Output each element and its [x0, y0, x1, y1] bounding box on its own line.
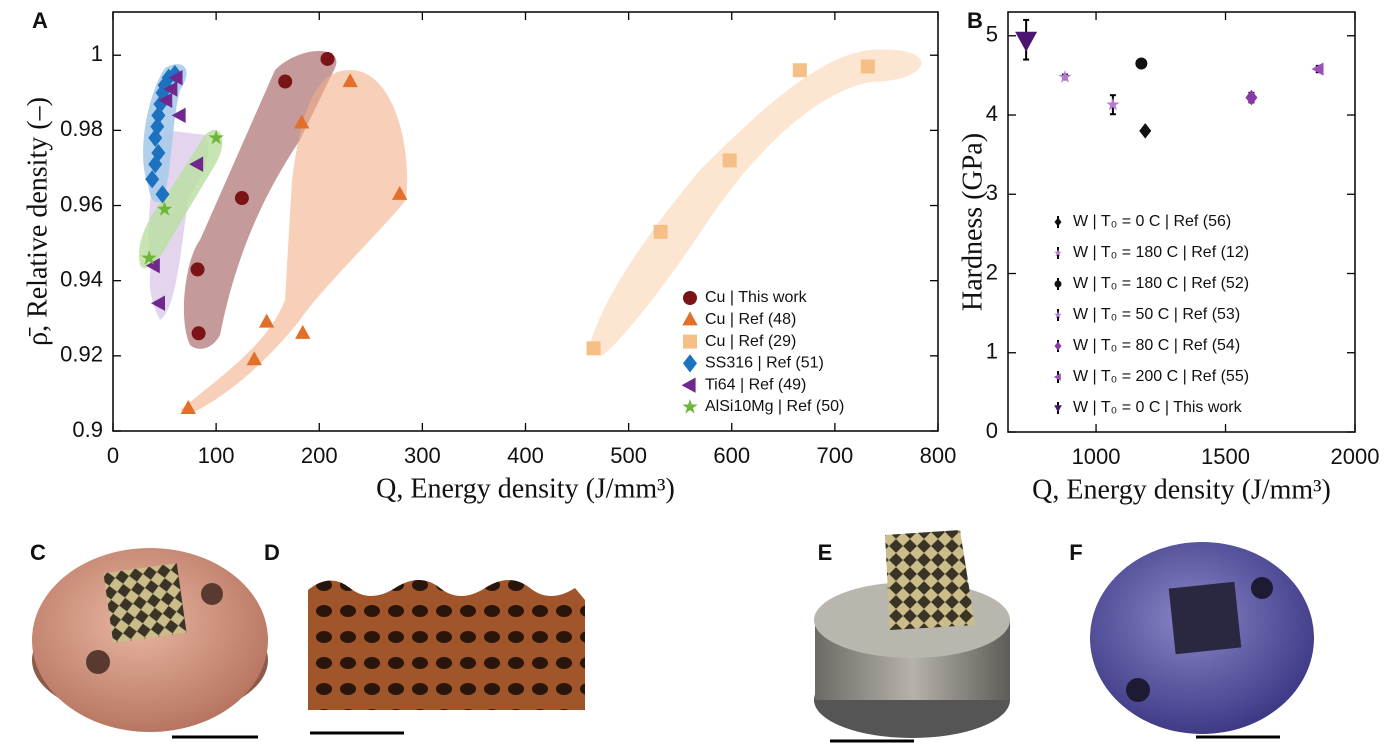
data-point	[723, 153, 737, 167]
legend-label: W | T₀ = 180 C | Ref (12)	[1073, 244, 1249, 261]
data-point	[259, 314, 274, 328]
legend-marker	[1055, 217, 1062, 226]
legend-marker	[682, 399, 697, 414]
legend-label: W | T₀ = 0 C | This work	[1073, 399, 1243, 416]
data-point	[191, 262, 205, 276]
legend-marker	[682, 378, 696, 393]
y-tick-label: 1	[986, 339, 998, 364]
legend-label: Cu | This work	[705, 289, 808, 306]
panel-label: F	[1069, 540, 1082, 565]
data-point	[654, 225, 668, 239]
panel-label: A	[32, 8, 48, 33]
photo-d	[308, 580, 585, 733]
data-point	[295, 325, 310, 339]
data-point	[278, 75, 292, 89]
legend-label: Ti64 | Ref (49)	[705, 376, 806, 393]
x-tick-label: 100	[198, 443, 235, 468]
legend-marker	[1054, 405, 1062, 412]
x-tick-label: 400	[507, 443, 544, 468]
x-tick-label: 300	[404, 443, 441, 468]
data-point	[321, 52, 335, 66]
legend-label: W | T₀ = 80 C | Ref (54)	[1073, 337, 1240, 354]
y-tick-label: 1	[91, 41, 103, 66]
figure: A 0 100 200 300 400 500 600 700 800 0.9 0.92 0.94 0.9…	[0, 0, 1390, 744]
y-axis-title: Hardness (GPa)	[957, 133, 988, 311]
photo-f	[1090, 542, 1314, 737]
data-point	[861, 59, 875, 73]
x-tick-label: 0	[107, 443, 119, 468]
legend-marker	[682, 311, 697, 325]
legend-label: AlSi10Mg | Ref (50)	[705, 398, 844, 415]
x-tick-label: 700	[817, 443, 854, 468]
legend-label: W | T₀ = 50 C | Ref (53)	[1073, 306, 1240, 323]
x-tick-label: 1500	[1201, 444, 1250, 469]
data-point	[1245, 90, 1257, 106]
data-point	[793, 63, 807, 77]
legend-label: W | T₀ = 180 C | Ref (52)	[1073, 275, 1249, 292]
data-point	[1015, 32, 1037, 52]
x-tick-label: 1000	[1072, 444, 1121, 469]
panel-label: C	[30, 540, 46, 565]
x-tick-label: 500	[610, 443, 647, 468]
data-point	[1139, 123, 1151, 139]
legend-label: W | T₀ = 0 C | Ref (56)	[1073, 213, 1231, 230]
data-point	[1058, 70, 1071, 82]
x-tick-label: 800	[920, 443, 957, 468]
legend-label: SS316 | Ref (51)	[705, 355, 824, 372]
legend-marker	[1055, 341, 1062, 350]
legend-label: Cu | Ref (29)	[705, 333, 796, 350]
legend-marker	[683, 354, 697, 372]
x-axis-title: Q, Energy density (J/mm³)	[1032, 474, 1331, 505]
legend-label: W | T₀ = 200 C | Ref (55)	[1073, 368, 1249, 385]
legend-label: Cu | Ref (48)	[705, 311, 796, 328]
legend-marker	[683, 335, 697, 349]
photo-c	[32, 548, 268, 737]
x-axis-title: Q, Energy density (J/mm³)	[376, 473, 675, 504]
legend-marker	[1055, 281, 1062, 288]
y-tick-label: 0.92	[60, 342, 103, 367]
data-point	[1312, 62, 1324, 75]
panel-label: D	[264, 540, 280, 565]
y-tick-label: 0.94	[60, 266, 103, 291]
x-tick-label: 2000	[1331, 444, 1380, 469]
data-point	[235, 191, 249, 205]
y-tick-label: 4	[986, 101, 998, 126]
y-tick-label: 0.98	[60, 116, 103, 141]
y-tick-label: 0.96	[60, 191, 103, 216]
data-point	[587, 341, 601, 355]
data-point	[1135, 58, 1147, 70]
y-tick-label: 5	[986, 22, 998, 47]
photo-e	[814, 530, 1010, 741]
panel-label: B	[967, 8, 983, 33]
x-tick-label: 600	[713, 443, 750, 468]
panel-label: E	[818, 540, 833, 565]
y-tick-label: 0	[986, 418, 998, 443]
legend-marker	[683, 291, 697, 305]
y-axis-title: ρ̄, Relative density (–)	[22, 97, 53, 346]
x-tick-label: 200	[301, 443, 338, 468]
data-point	[192, 326, 206, 340]
y-tick-label: 0.9	[72, 417, 103, 442]
